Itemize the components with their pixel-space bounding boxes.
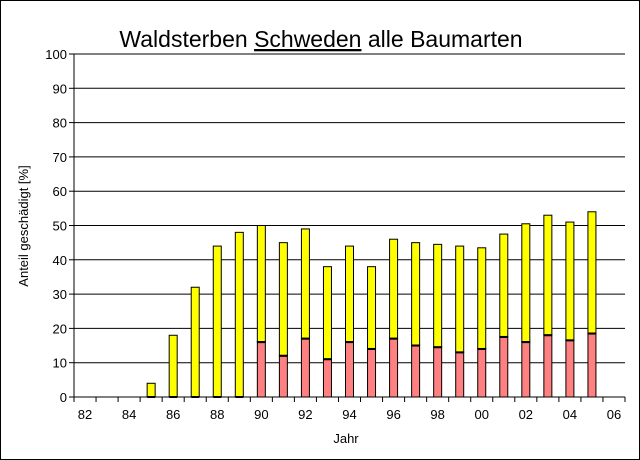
bar-total — [543, 214, 553, 336]
bar-total — [234, 231, 244, 398]
bar-total — [345, 245, 354, 343]
bar-severe — [278, 354, 288, 398]
bar-severe — [322, 358, 332, 398]
y-tick-label: 10 — [53, 356, 67, 371]
bar-severe — [389, 337, 399, 398]
x-tick-label: 82 — [78, 407, 92, 422]
bar-total — [587, 211, 597, 335]
x-tick-label: 84 — [122, 407, 136, 422]
bar-severe — [300, 337, 310, 398]
bar-severe — [499, 335, 509, 398]
bar-total — [499, 233, 509, 338]
bar-severe — [367, 347, 377, 398]
bar-total — [168, 334, 178, 398]
bar-severe — [455, 351, 465, 398]
x-tick-label: 92 — [298, 407, 312, 422]
bar-total — [565, 221, 575, 341]
bar-total — [256, 225, 266, 343]
x-tick-label: 90 — [254, 407, 268, 422]
bar-total — [300, 228, 310, 340]
y-tick-label: 60 — [53, 184, 67, 199]
x-tick-label: 98 — [430, 407, 444, 422]
bar-severe — [345, 341, 354, 398]
y-tick-label: 80 — [53, 116, 67, 131]
bar-severe — [565, 339, 575, 398]
bar-severe — [521, 341, 531, 398]
x-tick-label: 96 — [386, 407, 400, 422]
bar-total — [477, 247, 487, 350]
x-tick-label: 06 — [607, 407, 621, 422]
y-tick-label: 0 — [60, 390, 67, 405]
bar-total — [146, 382, 156, 398]
y-tick-label: 90 — [53, 81, 67, 96]
y-tick-label: 100 — [45, 47, 67, 62]
y-tick-label: 30 — [53, 287, 67, 302]
y-tick-label: 40 — [53, 253, 67, 268]
x-axis-label: Jahr — [333, 431, 359, 446]
bar-total — [322, 266, 332, 360]
x-tick-label: 88 — [210, 407, 224, 422]
y-axis-label: Anteil geschädigt [%] — [16, 165, 31, 286]
bar-severe — [411, 344, 421, 398]
x-tick-label: 86 — [166, 407, 180, 422]
bar-severe — [256, 341, 266, 398]
chart-title: Waldsterben Schweden alle Baumarten — [119, 26, 522, 52]
bar-total — [455, 245, 465, 353]
bar-severe — [433, 346, 443, 398]
bar-total — [367, 266, 377, 350]
bar-total — [278, 242, 288, 357]
bar-total — [389, 238, 399, 340]
bar-total — [521, 223, 531, 343]
bar-total — [411, 242, 421, 347]
bar-total — [190, 286, 200, 398]
y-tick-label: 20 — [53, 321, 67, 336]
bar-severe — [477, 347, 487, 398]
x-tick-label: 04 — [563, 407, 577, 422]
x-tick-label: 00 — [475, 407, 489, 422]
bar-total — [433, 243, 443, 348]
bar-severe — [543, 334, 553, 398]
x-tick-label: 94 — [342, 407, 356, 422]
bar-severe — [587, 332, 597, 398]
x-tick-label: 02 — [519, 407, 533, 422]
y-tick-label: 70 — [53, 150, 67, 165]
y-tick-label: 50 — [53, 219, 67, 234]
bar-total — [212, 245, 222, 398]
